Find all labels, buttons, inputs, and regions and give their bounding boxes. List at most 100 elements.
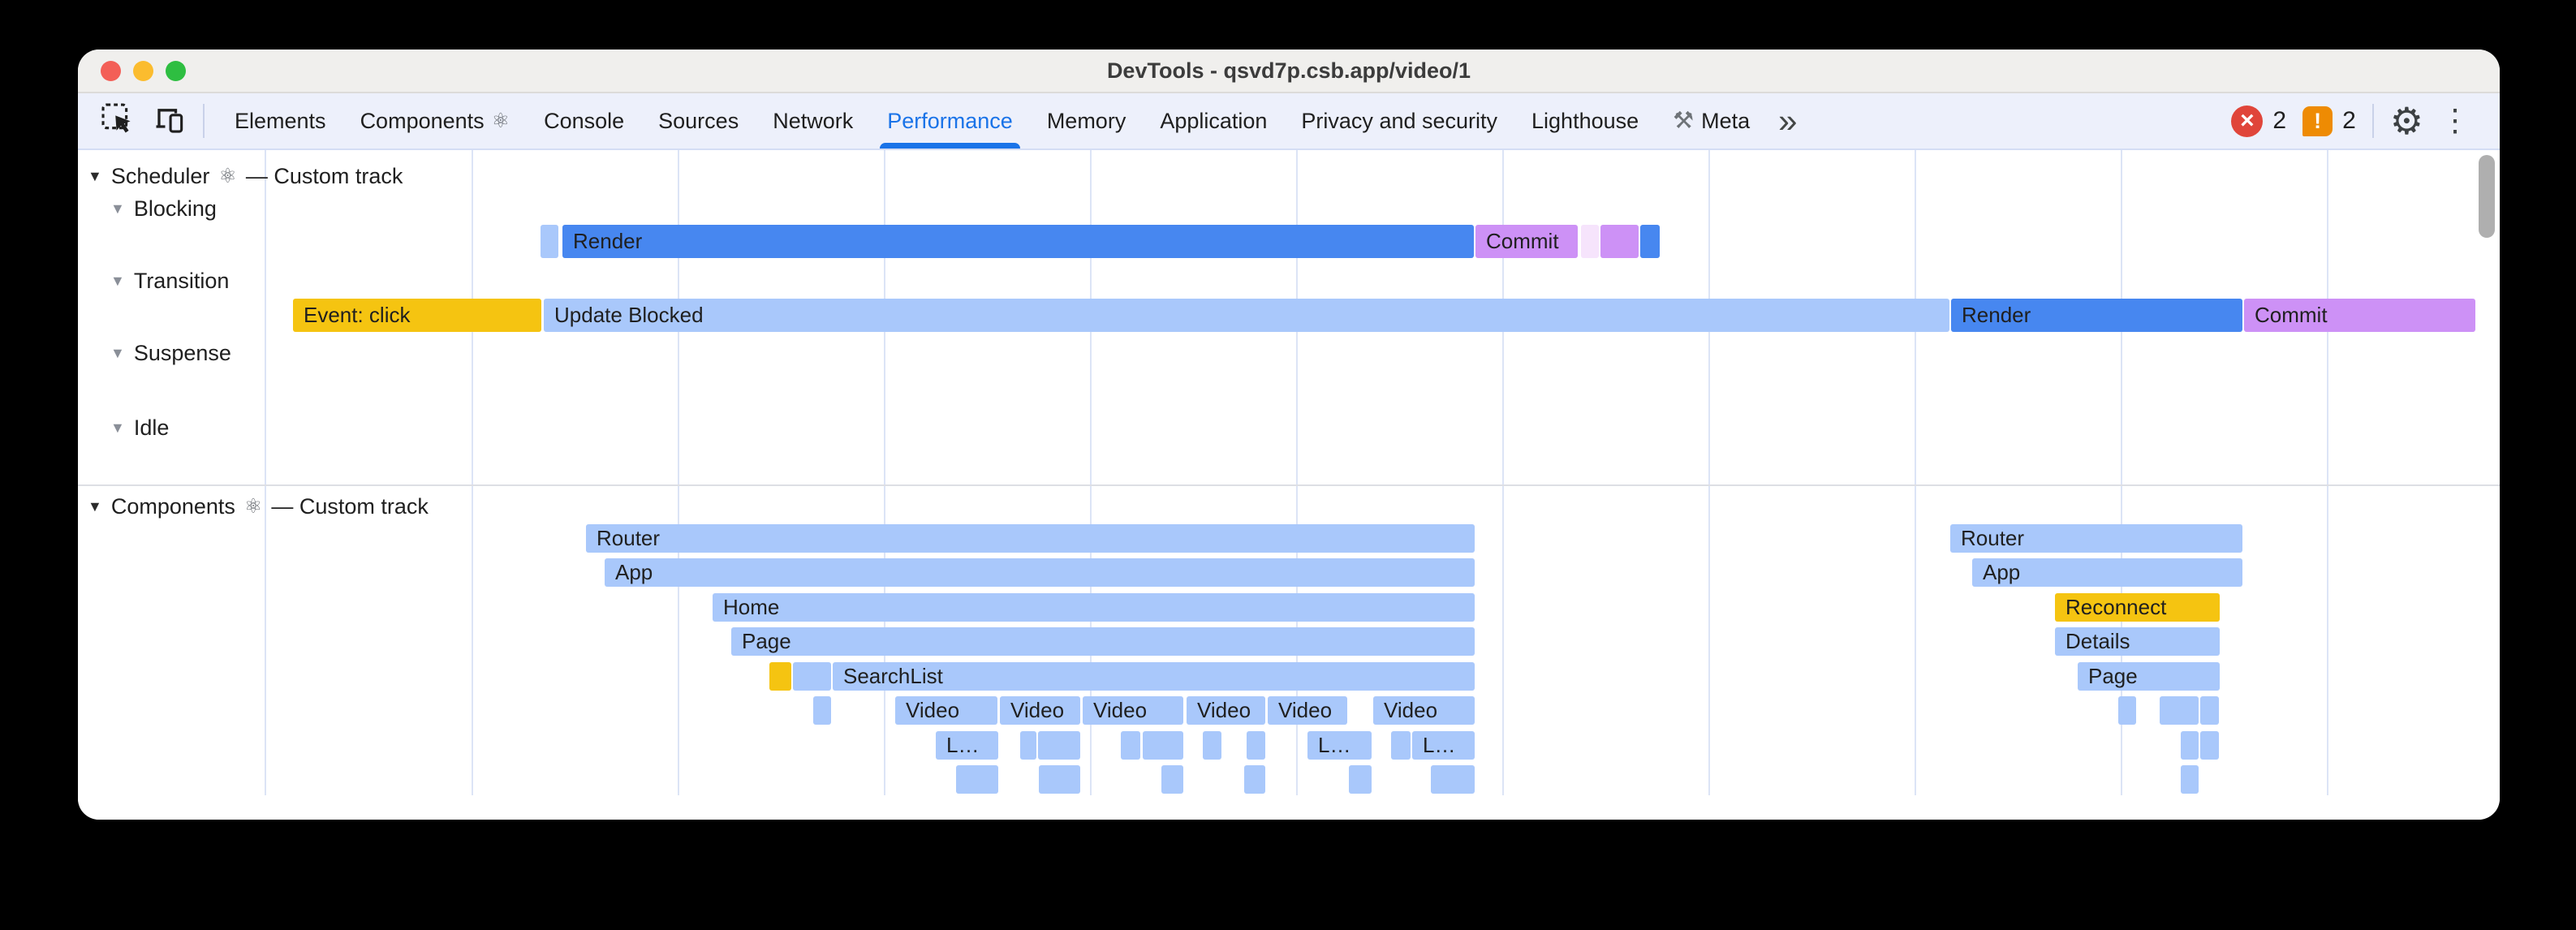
flame-bar-render[interactable]: Render xyxy=(562,225,1474,258)
flame-bar[interactable] xyxy=(1640,225,1660,258)
flame-bar-render[interactable]: Render xyxy=(1951,299,2242,332)
collapse-triangle-icon[interactable]: ▼ xyxy=(110,200,125,217)
flame-bar-label: Page xyxy=(742,629,791,653)
flame-bar-event-click[interactable]: Event: click xyxy=(293,299,541,332)
flame-bar[interactable] xyxy=(1244,765,1265,794)
flame-bar[interactable] xyxy=(1391,731,1411,760)
close-window-button[interactable] xyxy=(101,60,121,81)
flame-bar-video[interactable]: Video xyxy=(1268,696,1347,725)
tab-elements[interactable]: Elements xyxy=(218,93,343,149)
flame-bar[interactable] xyxy=(1039,765,1080,794)
flame-bar-l[interactable]: L… xyxy=(936,731,998,760)
minimize-window-button[interactable] xyxy=(133,60,153,81)
gridline xyxy=(1502,150,1504,795)
flame-bar-label: Video xyxy=(1093,698,1148,722)
issues-icon[interactable]: ! xyxy=(2302,105,2333,136)
inspect-cursor-icon xyxy=(100,101,136,141)
collapse-triangle-icon[interactable]: ▼ xyxy=(110,344,125,361)
inspect-element-button[interactable] xyxy=(99,102,136,140)
track-header-components[interactable]: ▼ Components ⚛ — Custom track xyxy=(88,493,429,520)
settings-gear-icon[interactable]: ⚙ xyxy=(2389,100,2423,142)
flame-bar-router[interactable]: Router xyxy=(586,524,1475,553)
kebab-menu-icon[interactable]: ⋮ xyxy=(2440,104,2470,138)
flame-bar-video[interactable]: Video xyxy=(1373,696,1475,725)
flame-bar-commit[interactable]: Commit xyxy=(2244,299,2475,332)
fullscreen-window-button[interactable] xyxy=(166,60,186,81)
flame-bar[interactable] xyxy=(2181,765,2199,794)
flame-bar-update-blocked[interactable]: Update Blocked xyxy=(544,299,1949,332)
tab-components[interactable]: Components ⚛ xyxy=(343,93,528,149)
collapse-triangle-icon[interactable]: ▼ xyxy=(88,167,102,184)
collapse-triangle-icon[interactable]: ▼ xyxy=(110,419,125,436)
toolbar-divider xyxy=(2371,104,2374,138)
row-label-blocking[interactable]: ▼ Blocking xyxy=(110,195,217,222)
row-label-idle[interactable]: ▼ Idle xyxy=(110,414,169,441)
flame-bar[interactable] xyxy=(1203,731,1221,760)
flame-bar-page[interactable]: Page xyxy=(2078,662,2220,691)
flame-bar[interactable] xyxy=(2160,696,2199,725)
flame-bar-details[interactable]: Details xyxy=(2055,627,2220,656)
tab-meta[interactable]: ⚒ Meta xyxy=(1656,93,1767,149)
row-label-suspense[interactable]: ▼ Suspense xyxy=(110,339,231,367)
device-toolbar-button[interactable] xyxy=(151,102,188,140)
flame-bar[interactable] xyxy=(813,696,831,725)
tab-console[interactable]: Console xyxy=(527,93,641,149)
active-tab-underline xyxy=(880,143,1020,149)
error-count-icon[interactable]: × xyxy=(2231,105,2264,137)
flame-bar-video[interactable]: Video xyxy=(895,696,997,725)
flame-bar[interactable] xyxy=(769,662,791,691)
flame-bar-video[interactable]: Video xyxy=(1187,696,1265,725)
flame-bar-router[interactable]: Router xyxy=(1950,524,2242,553)
tab-sources[interactable]: Sources xyxy=(641,93,756,149)
flame-bar-page[interactable]: Page xyxy=(731,627,1475,656)
flame-bar[interactable] xyxy=(793,662,831,691)
flame-bar[interactable] xyxy=(2118,696,2136,725)
flame-bar[interactable] xyxy=(1581,225,1599,258)
flame-bar[interactable] xyxy=(541,225,558,258)
flame-bar-l[interactable]: L… xyxy=(1307,731,1372,760)
tab-network[interactable]: Network xyxy=(756,93,870,149)
tab-label: Application xyxy=(1160,108,1268,133)
flame-bar-app[interactable]: App xyxy=(1972,558,2242,587)
tab-memory[interactable]: Memory xyxy=(1030,93,1144,149)
error-count: 2 xyxy=(2272,107,2287,134)
flame-bar-l[interactable]: L… xyxy=(1412,731,1475,760)
row-label-transition[interactable]: ▼ Transition xyxy=(110,267,229,295)
collapse-triangle-icon[interactable]: ▼ xyxy=(110,272,125,289)
flame-bar[interactable] xyxy=(1121,731,1140,760)
flame-bar-label: Update Blocked xyxy=(554,303,704,327)
more-tabs-chevron[interactable]: » xyxy=(1778,101,1798,140)
flame-bar-searchlist[interactable]: SearchList xyxy=(833,662,1475,691)
vertical-scrollbar-thumb[interactable] xyxy=(2479,155,2495,238)
flame-bar[interactable] xyxy=(1247,731,1265,760)
flame-bar[interactable] xyxy=(956,765,998,794)
track-header-scheduler[interactable]: ▼ Scheduler ⚛ — Custom track xyxy=(88,162,403,190)
flame-bar[interactable] xyxy=(1349,765,1372,794)
gridline xyxy=(1296,150,1298,795)
flame-bar[interactable] xyxy=(1143,731,1183,760)
flame-bar-app[interactable]: App xyxy=(605,558,1475,587)
window-titlebar[interactable]: DevTools - qsvd7p.csb.app/video/1 xyxy=(78,50,2500,93)
flame-bar-video[interactable]: Video xyxy=(1083,696,1183,725)
flame-bar[interactable] xyxy=(2200,696,2219,725)
flame-bar[interactable] xyxy=(1600,225,1639,258)
flame-bar-commit[interactable]: Commit xyxy=(1475,225,1578,258)
toolbar-divider xyxy=(203,104,205,138)
devtools-toolbar: Elements Components ⚛ Console Sources Network… xyxy=(78,93,2500,150)
flame-bar-home[interactable]: Home xyxy=(713,593,1475,622)
flame-bar[interactable] xyxy=(1161,765,1183,794)
row-label-text: Blocking xyxy=(133,196,217,221)
tab-lighthouse[interactable]: Lighthouse xyxy=(1514,93,1656,149)
flame-bar-video[interactable]: Video xyxy=(1000,696,1080,725)
flame-bar-reconnect[interactable]: Reconnect xyxy=(2055,593,2220,622)
tab-application[interactable]: Application xyxy=(1143,93,1284,149)
flame-bar[interactable] xyxy=(1431,765,1475,794)
flame-bar[interactable] xyxy=(1020,731,1036,760)
flame-bar[interactable] xyxy=(2200,731,2219,760)
collapse-triangle-icon[interactable]: ▼ xyxy=(88,497,102,515)
flame-bar[interactable] xyxy=(2181,731,2199,760)
tab-performance[interactable]: Performance xyxy=(870,93,1030,149)
gridline xyxy=(678,150,679,795)
tab-privacy-and-security[interactable]: Privacy and security xyxy=(1284,93,1514,149)
flame-bar[interactable] xyxy=(1038,731,1080,760)
